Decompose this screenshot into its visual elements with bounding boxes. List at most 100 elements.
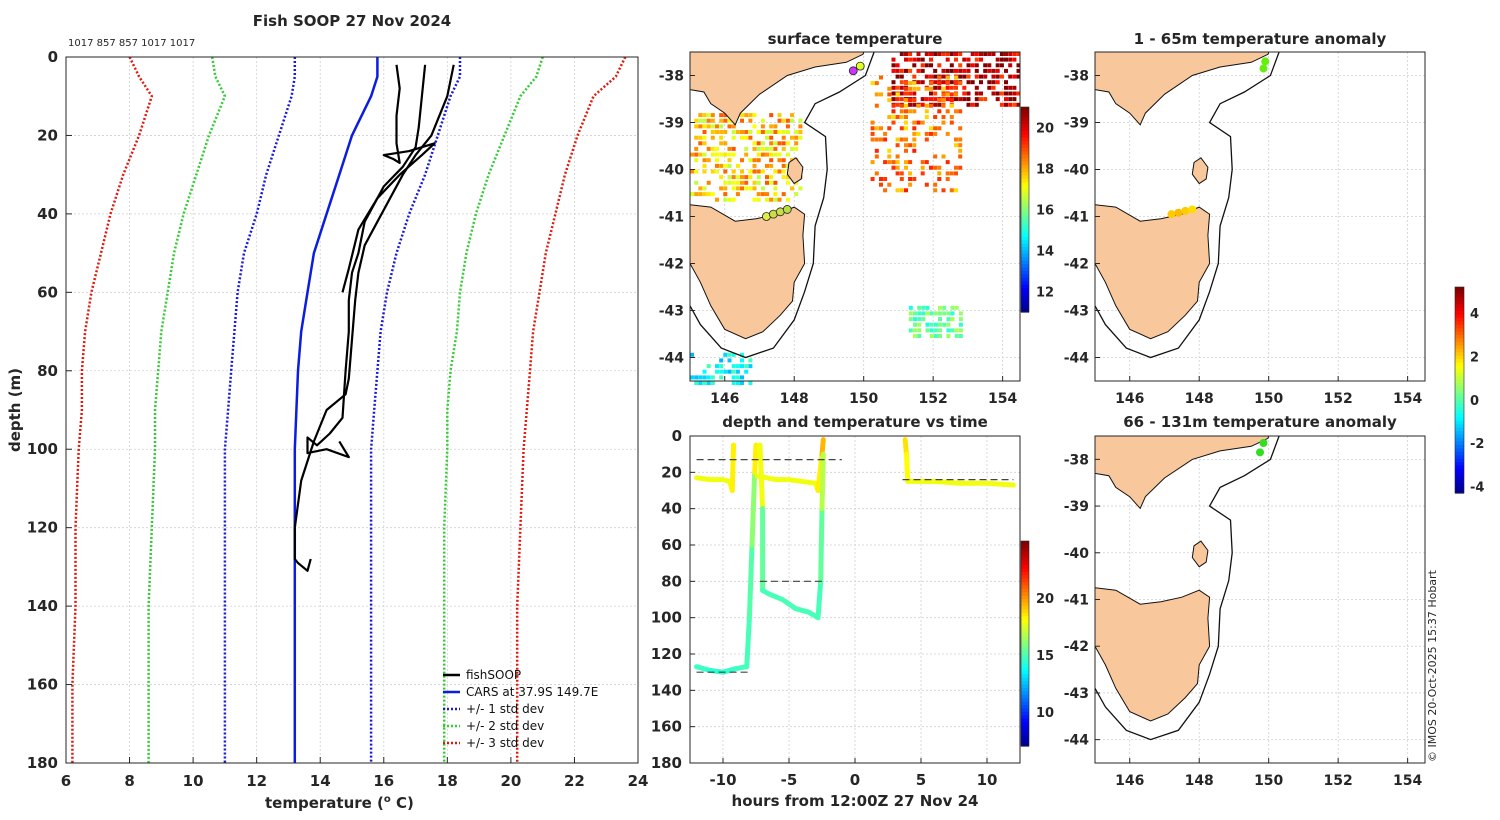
colorbar-tick-label: 20 [1036,122,1054,137]
colorbar-segment [1455,444,1464,449]
sst-pixel [954,68,958,73]
sst-pixel [887,115,892,119]
sst-pixel [974,68,979,73]
colorbar-segment [1021,233,1029,238]
sst-pixel [748,118,753,123]
colorbar-segment [1021,616,1029,621]
sst-pixel [916,68,921,73]
colorbar-segment [1021,619,1029,624]
sst-pixel [702,192,707,197]
sst-pixel [756,141,761,146]
sst-pixel [941,154,946,159]
sst-pixel [723,163,728,168]
sst-pixel [891,160,896,165]
colorbar-segment [1021,281,1029,286]
sst-pixel [945,75,950,80]
sst-pixel [785,180,790,185]
sst-pixel [760,186,765,191]
sst-pixel [748,169,753,174]
sst-pixel [979,97,983,102]
sst-pixel [945,177,950,181]
sst-pixel [1016,52,1021,56]
profile-panel: Fish SOOP 27 Nov 2024 1017 857 857 1017 … [6,12,648,812]
sst-x-ticks: 146 148 150 152 154 [710,376,1017,407]
sst-pixel [958,165,963,170]
sst-pixel [752,169,757,174]
colorbar-segment [1455,451,1464,456]
sst-pixel [941,80,946,85]
sst-pixel [752,197,757,202]
colorbar-segment [1455,352,1464,357]
sst-pixel [946,311,951,316]
sst-pixel [723,192,728,197]
sst-pixel [794,141,799,146]
sst-pixel [966,63,971,68]
sst-pixel [702,135,707,140]
colorbar-segment [1021,161,1029,166]
colorbar-segment [1021,120,1029,125]
sst-pixel [913,311,917,316]
sst-pixel [731,135,736,140]
sst-pixel [938,328,942,333]
sst-pixel [1008,97,1013,102]
lat-tick-label: -42 [1064,639,1089,655]
sst-coastline [690,52,875,359]
sst-pixel [995,97,1000,102]
sst-pixel [920,63,925,68]
sst-pixel [1004,57,1008,62]
sst-pixel [740,180,744,185]
sst-pixel [773,169,778,174]
sst-pixel [785,197,790,202]
sst-pixel [731,381,736,385]
sst-pixel [929,328,934,333]
colorbar-segment [1021,595,1029,600]
sst-pixel [942,311,947,316]
sst-pixel [908,160,913,165]
colorbar-segment [1021,728,1029,733]
sst-pixel [958,334,963,338]
sst-pixel [937,165,942,170]
lat-tick-label: -40 [1064,546,1090,562]
sst-pixel [941,52,946,56]
sst-pixel [895,63,900,68]
trace-bottom [752,442,759,475]
sst-pixel [748,158,753,163]
colorbar-tick-label: 14 [1036,245,1054,260]
colorbar-segment [1021,110,1029,115]
colorbar-segment [1455,479,1464,484]
sst-pixel [870,126,875,131]
sst-pixel [735,180,740,185]
series-fishsoop-c [341,64,436,293]
colorbar-segment [1455,355,1464,360]
sst-pixel [694,146,699,151]
colorbar-segment [1021,554,1029,559]
sst-pixel [781,118,786,123]
lat-tick-label: -39 [1064,499,1089,515]
sst-pixel [933,126,938,131]
colorbar-segment [1021,305,1029,310]
sst-pixel [899,103,904,108]
sst-pixel [958,74,963,79]
colorbar-segment [1021,664,1029,669]
sst-pixel [983,97,988,102]
sst-pixel [924,115,929,119]
sst-pixel [949,120,954,125]
sst-pixel [765,192,769,197]
sst-pixel [929,311,934,316]
sst-pixel [706,118,711,123]
sst-pixel [924,74,929,79]
y-tick-label: 0 [672,427,682,445]
sst-pixel [938,311,942,316]
colorbar-segment [1455,300,1464,305]
colorbar-segment [1021,178,1029,183]
sst-pixel [735,175,740,180]
sst-pixel [735,130,740,134]
sst-pixel [1012,52,1017,56]
sst-pixel [929,57,933,62]
sst-pixel [723,352,728,357]
colorbar-tick-label: 12 [1036,286,1054,301]
sst-pixel [887,92,892,97]
sst-pixel [904,115,908,119]
lat-tick-label: -41 [1064,593,1089,609]
series-cars-minus2 [147,56,227,763]
